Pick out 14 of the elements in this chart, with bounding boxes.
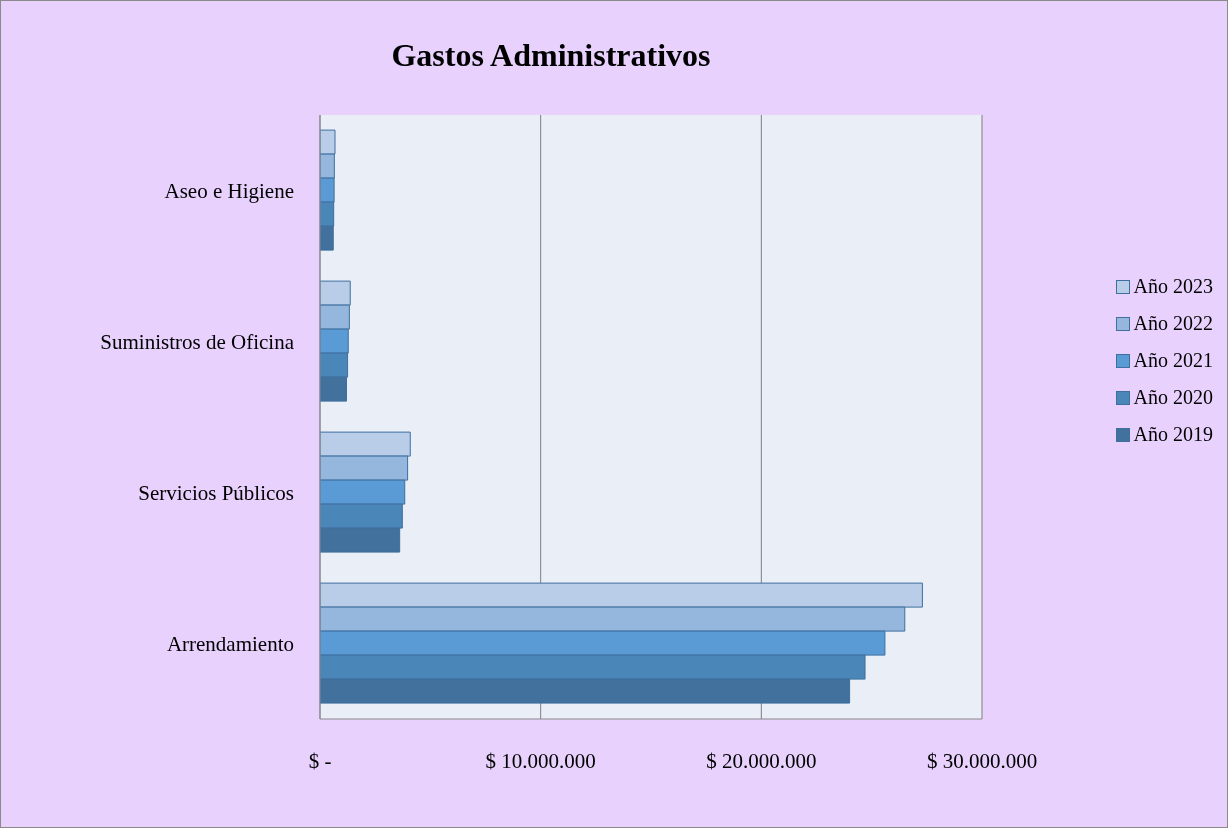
legend-label: Año 2020 bbox=[1133, 385, 1213, 410]
legend-label: Año 2022 bbox=[1133, 311, 1213, 336]
y-tick-label: Aseo e Higiene bbox=[164, 178, 294, 203]
y-tick-label: Servicios Públicos bbox=[138, 480, 294, 505]
x-tick-label: $ 30.000.000 bbox=[926, 748, 1038, 773]
legend-label: Año 2019 bbox=[1133, 422, 1213, 447]
x-tick-label: $ 10.000.000 bbox=[485, 748, 596, 773]
x-tick-label: $ 20.000.000 bbox=[706, 748, 817, 773]
legend-label: Año 2021 bbox=[1133, 348, 1213, 373]
y-tick-label: Suministros de Oficina bbox=[100, 329, 295, 354]
legend-label: Año 2023 bbox=[1133, 274, 1213, 299]
x-tick-label: $ - bbox=[308, 748, 332, 773]
chart-title: Gastos Administrativos bbox=[390, 37, 712, 74]
y-tick-label: Arrendamiento bbox=[166, 631, 294, 656]
